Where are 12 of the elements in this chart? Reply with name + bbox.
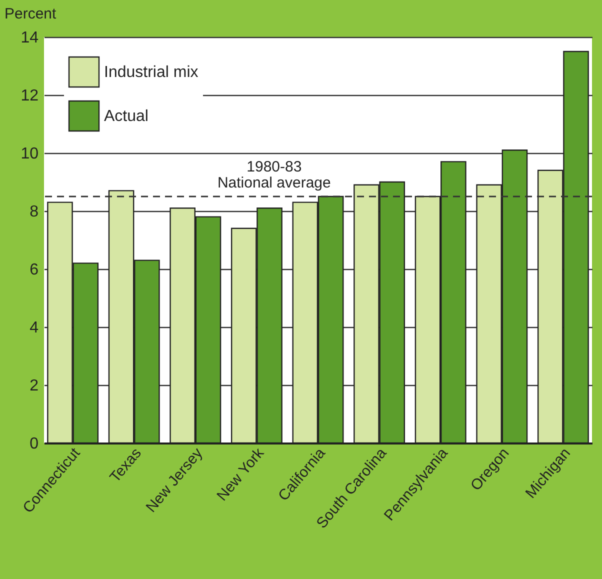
y-tick-label: 4 xyxy=(30,320,39,336)
y-axis-title: Percent xyxy=(4,6,58,22)
y-tick-label: 14 xyxy=(20,30,39,46)
y-tick-label: 0 xyxy=(30,436,39,452)
legend-label: Actual xyxy=(104,108,148,125)
y-tick-label: 8 xyxy=(30,204,39,220)
ref-line-label: 1980-83 National average xyxy=(217,158,331,192)
y-tick-label: 2 xyxy=(30,378,39,394)
y-tick-label: 12 xyxy=(20,88,39,104)
y-tick-label: 10 xyxy=(20,146,39,162)
legend-label: Industrial mix xyxy=(104,64,198,81)
y-tick-label: 6 xyxy=(30,262,39,278)
